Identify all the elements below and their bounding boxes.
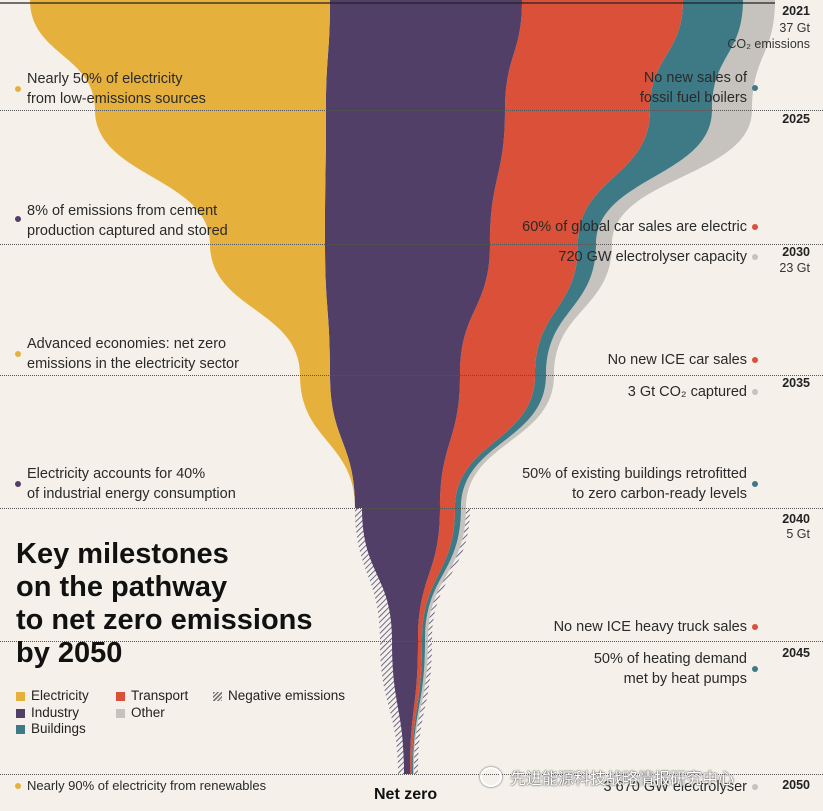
- milestone-note: 720 GW electrolyser capacity: [558, 249, 747, 265]
- legend-item-other: Other: [116, 705, 165, 720]
- band-electricity: [30, 0, 355, 508]
- band-negative-emissions: [414, 508, 470, 774]
- milestone-dot: [15, 351, 21, 357]
- legend-label: Negative emissions: [228, 688, 346, 703]
- milestone-dot: [752, 481, 758, 487]
- year-label: 2021: [782, 4, 810, 18]
- legend-swatch: [16, 692, 25, 701]
- milestone-note: 3 Gt CO₂ captured: [627, 384, 747, 400]
- rule-2040: [0, 508, 823, 509]
- milestone-dot: [752, 254, 758, 260]
- band-negative-emissions: [355, 508, 404, 774]
- rule-2030: [0, 244, 823, 245]
- milestone-note: 60% of global car sales are electric: [522, 219, 747, 235]
- legend-item-negative-emissions: Negative emissions: [213, 688, 345, 703]
- milestone-dot: [752, 784, 758, 790]
- wechat-icon: [480, 767, 502, 787]
- milestone-dot: [15, 86, 21, 92]
- milestone-dot: [752, 357, 758, 363]
- milestone-note: No new ICE heavy truck sales: [553, 619, 747, 635]
- milestone-note: No new ICE car sales: [607, 352, 747, 368]
- rule-2025: [0, 110, 823, 111]
- milestone-note: 8% of emissions from cement production c…: [27, 203, 228, 239]
- rule-2050: [0, 774, 823, 775]
- milestone-note: Nearly 90% of electricity from renewable…: [27, 778, 267, 793]
- legend-item-buildings: Buildings: [16, 721, 86, 736]
- legend-label: Electricity: [31, 688, 89, 703]
- milestone-dot: [15, 481, 21, 487]
- milestone-note: 50% of existing buildings retrofitted to…: [522, 466, 747, 502]
- year-label: 2045: [782, 646, 810, 660]
- emissions-2021-unit: CO₂ emissions: [727, 37, 810, 51]
- legend-label: Industry: [31, 705, 80, 720]
- milestone-dot: [15, 783, 21, 789]
- milestone-note: Electricity accounts for 40% of industri…: [27, 466, 236, 502]
- milestone-note: Nearly 50% of electricity from low-emiss…: [27, 71, 206, 107]
- legend-item-transport: Transport: [116, 688, 188, 703]
- milestone-dot: [752, 624, 758, 630]
- milestone-note: 3 670 GW electrolyser: [603, 779, 747, 795]
- legend-swatch: [116, 692, 125, 701]
- emissions-2030-value: 23 Gt: [779, 261, 810, 275]
- milestone-dot: [752, 224, 758, 230]
- rule-2045: [0, 641, 823, 642]
- legend-item-industry: Industry: [16, 705, 79, 720]
- band-buildings: [412, 0, 743, 774]
- milestone-dot: [752, 666, 758, 672]
- band-transport: [410, 0, 683, 774]
- legend-label: Buildings: [31, 721, 86, 736]
- legend-swatch: [16, 725, 25, 734]
- milestone-dot: [752, 85, 758, 91]
- band-other: [413, 0, 775, 774]
- year-label: 2040: [782, 512, 810, 526]
- legend-swatch: [16, 709, 25, 718]
- milestone-note: 50% of heating demand met by heat pumps: [593, 651, 747, 687]
- chart-title: Key milestones on the pathway to net zer…: [16, 538, 313, 669]
- legend-item-electricity: Electricity: [16, 688, 89, 703]
- milestone-note: No new sales of fossil fuel boilers: [639, 70, 747, 106]
- watermark-text: 先进能源科技战略情报研究中心: [510, 771, 735, 788]
- rule-2035: [0, 375, 823, 376]
- year-label: 2050: [782, 778, 810, 792]
- legend-swatch: [213, 692, 222, 701]
- legend-label: Other: [131, 705, 165, 720]
- legend-label: Transport: [131, 688, 189, 703]
- legend-swatch: [116, 709, 125, 718]
- watermark: 先进能源科技战略情报研究中心: [480, 765, 734, 789]
- year-label: 2030: [782, 245, 810, 259]
- emissions-2021-value: 37 Gt: [779, 21, 810, 35]
- net-zero-label: Net zero: [374, 786, 438, 803]
- emissions-2040-value: 5 Gt: [786, 527, 810, 541]
- year-label: 2025: [782, 112, 810, 126]
- milestone-note: Advanced economies: net zero emissions i…: [27, 336, 239, 372]
- year-label: 2035: [782, 376, 810, 390]
- milestone-dot: [15, 216, 21, 222]
- milestone-dot: [752, 389, 758, 395]
